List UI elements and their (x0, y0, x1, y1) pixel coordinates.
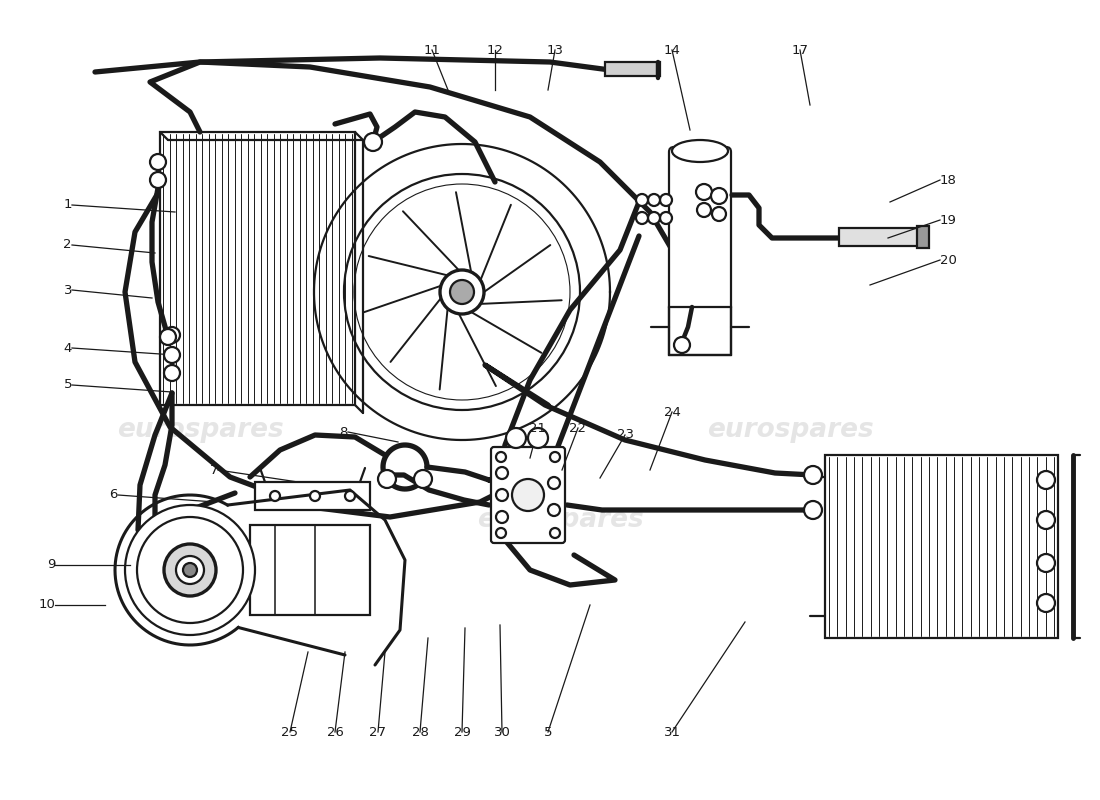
Circle shape (160, 329, 176, 345)
Text: 9: 9 (46, 558, 55, 571)
Text: eurospares: eurospares (706, 417, 873, 443)
FancyBboxPatch shape (491, 447, 565, 543)
Circle shape (696, 184, 712, 200)
Circle shape (804, 501, 822, 519)
Text: eurospares: eurospares (117, 417, 284, 443)
Circle shape (125, 505, 255, 635)
Text: 13: 13 (547, 43, 563, 57)
Text: 7: 7 (209, 463, 218, 477)
Text: 18: 18 (940, 174, 957, 186)
Circle shape (697, 203, 711, 217)
Circle shape (150, 172, 166, 188)
Circle shape (496, 489, 508, 501)
Circle shape (1037, 471, 1055, 489)
Text: 1: 1 (64, 198, 72, 211)
Bar (250, 525, 370, 615)
Text: 2: 2 (64, 238, 72, 251)
Text: 5: 5 (543, 726, 552, 738)
Text: 19: 19 (940, 214, 957, 226)
Text: 12: 12 (486, 43, 504, 57)
Circle shape (512, 479, 544, 511)
Text: 6: 6 (110, 489, 118, 502)
Circle shape (1037, 554, 1055, 572)
Circle shape (550, 452, 560, 462)
Circle shape (440, 270, 484, 314)
Circle shape (648, 194, 660, 206)
Circle shape (660, 212, 672, 224)
Text: 24: 24 (663, 406, 681, 418)
Text: 28: 28 (411, 726, 428, 738)
Circle shape (496, 467, 508, 479)
Text: 30: 30 (494, 726, 510, 738)
Circle shape (450, 280, 474, 304)
Circle shape (496, 511, 508, 523)
Circle shape (270, 491, 280, 501)
Text: 23: 23 (616, 429, 634, 442)
Text: 25: 25 (282, 726, 298, 738)
Circle shape (1037, 594, 1055, 612)
Circle shape (496, 452, 506, 462)
Text: 29: 29 (453, 726, 471, 738)
Circle shape (550, 528, 560, 538)
Circle shape (378, 470, 396, 488)
Circle shape (164, 327, 180, 343)
Text: 10: 10 (39, 598, 55, 611)
Text: 31: 31 (663, 726, 681, 738)
Text: 26: 26 (327, 726, 343, 738)
Circle shape (648, 212, 660, 224)
Circle shape (548, 504, 560, 516)
Circle shape (164, 365, 180, 381)
Circle shape (711, 188, 727, 204)
Bar (669, 307, 732, 355)
Text: 20: 20 (940, 254, 957, 266)
Text: 8: 8 (340, 426, 348, 438)
Bar (255, 482, 370, 510)
Bar (825, 455, 1058, 638)
Text: 11: 11 (424, 43, 440, 57)
Circle shape (548, 477, 560, 489)
Circle shape (164, 347, 180, 363)
Circle shape (414, 470, 432, 488)
Circle shape (164, 544, 216, 596)
Text: 3: 3 (64, 283, 72, 297)
FancyBboxPatch shape (669, 147, 732, 312)
Ellipse shape (672, 140, 728, 162)
Circle shape (674, 337, 690, 353)
Circle shape (176, 556, 204, 584)
Text: 14: 14 (663, 43, 681, 57)
Circle shape (183, 563, 197, 577)
Text: eurospares: eurospares (476, 507, 644, 533)
Circle shape (660, 194, 672, 206)
Circle shape (310, 491, 320, 501)
Circle shape (636, 194, 648, 206)
Text: 17: 17 (792, 43, 808, 57)
Circle shape (636, 212, 648, 224)
Text: 22: 22 (570, 422, 586, 434)
Text: 5: 5 (64, 378, 72, 391)
Circle shape (528, 428, 548, 448)
Circle shape (364, 133, 382, 151)
Bar (605, 62, 660, 76)
Circle shape (150, 154, 166, 170)
Circle shape (345, 491, 355, 501)
Circle shape (1037, 511, 1055, 529)
Bar (160, 132, 355, 405)
Circle shape (506, 428, 526, 448)
Text: 21: 21 (529, 422, 547, 434)
Bar (839, 228, 918, 246)
Circle shape (712, 207, 726, 221)
Bar (917, 226, 930, 248)
Text: 27: 27 (370, 726, 386, 738)
Circle shape (804, 466, 822, 484)
Circle shape (496, 528, 506, 538)
Text: 4: 4 (64, 342, 72, 354)
Circle shape (138, 517, 243, 623)
